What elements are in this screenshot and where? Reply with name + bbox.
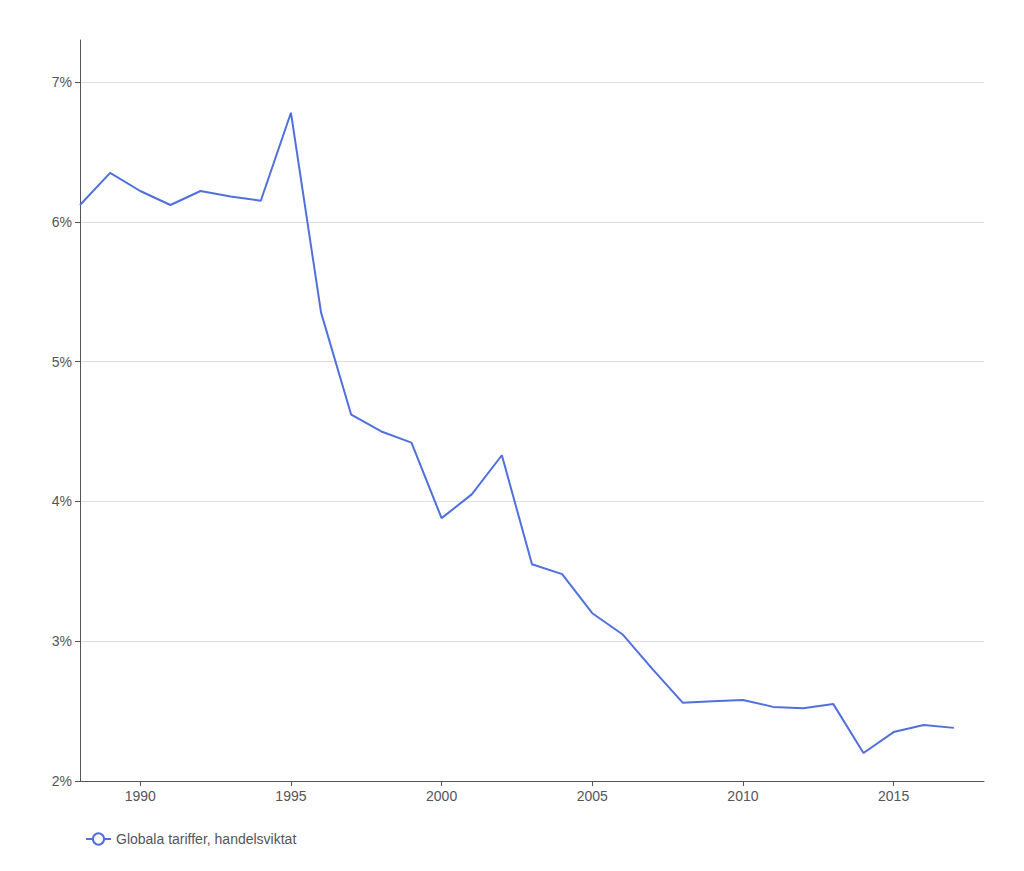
- svg-text:3%: 3%: [52, 633, 72, 649]
- svg-text:2000: 2000: [426, 788, 457, 804]
- svg-text:2%: 2%: [52, 773, 72, 789]
- svg-text:4%: 4%: [52, 493, 72, 509]
- svg-text:1990: 1990: [125, 788, 156, 804]
- svg-text:Globala tariffer, handelsvikta: Globala tariffer, handelsviktat: [116, 831, 296, 847]
- svg-text:7%: 7%: [52, 74, 72, 90]
- svg-text:2015: 2015: [878, 788, 909, 804]
- svg-text:6%: 6%: [52, 214, 72, 230]
- svg-text:1995: 1995: [275, 788, 306, 804]
- svg-text:2010: 2010: [727, 788, 758, 804]
- svg-text:2005: 2005: [577, 788, 608, 804]
- svg-text:5%: 5%: [52, 354, 72, 370]
